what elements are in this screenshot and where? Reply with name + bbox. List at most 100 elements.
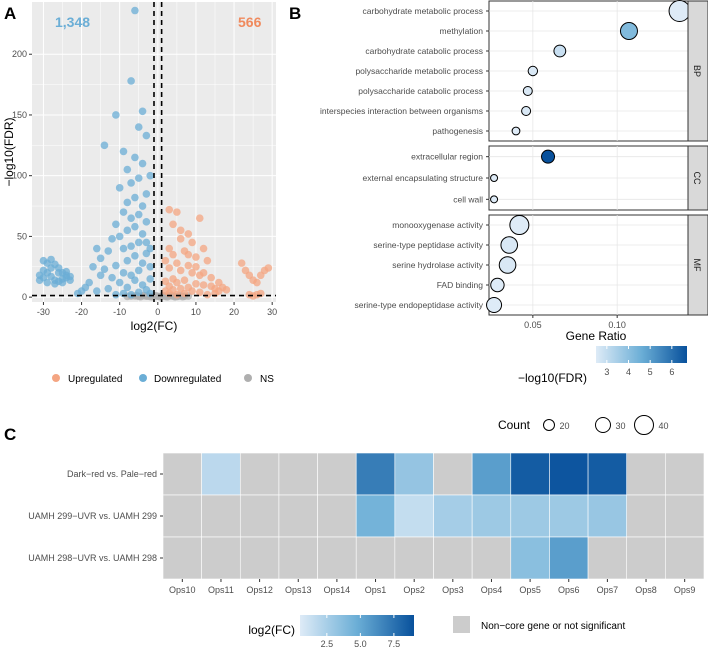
volcano-point-upregulated xyxy=(184,230,193,238)
panel-label-b: B xyxy=(289,4,301,23)
volcano-point-upregulated xyxy=(169,220,177,229)
heatmap-column-label: Ops1 xyxy=(365,585,387,595)
volcano-point-upregulated xyxy=(192,262,200,271)
heatmap-cell xyxy=(433,452,473,496)
volcano-point-downregulated xyxy=(119,208,128,216)
volcano-point-upregulated xyxy=(173,278,181,287)
volcano-point-downregulated xyxy=(134,288,143,297)
go-term-label: cell wall xyxy=(453,194,483,204)
facet-strip xyxy=(687,145,708,211)
heatmap-cell xyxy=(471,536,512,580)
volcano-x-axis-title: log2(FC) xyxy=(131,319,178,333)
go-color-tick-label: 4 xyxy=(626,367,631,377)
heatmap-cell xyxy=(239,452,280,496)
volcano-x-tick-label: -30 xyxy=(37,307,50,317)
facet-strip xyxy=(687,0,708,142)
go-term-dot xyxy=(619,22,638,40)
volcano-point-downregulated xyxy=(134,238,143,247)
volcano-point-downregulated xyxy=(112,261,120,270)
heatmap-cell xyxy=(510,452,550,496)
heatmap-column-label: Ops5 xyxy=(519,585,541,595)
heatmap-color-legend-ticks: 2.5 5.0 7.5 xyxy=(321,615,401,649)
volcano-point-downregulated xyxy=(58,278,67,287)
volcano-point-downregulated xyxy=(115,232,124,241)
heatmap-cell xyxy=(587,536,628,580)
heatmap-cell xyxy=(394,452,434,496)
volcano-point-downregulated xyxy=(146,244,154,253)
volcano-point-upregulated xyxy=(173,208,181,216)
volcano-x-tick-label: 30 xyxy=(267,307,277,317)
go-color-legend: −log10(FDR) 3 4 5 6 xyxy=(518,346,687,385)
legend-label-ns: NS xyxy=(260,374,274,385)
go-color-tick-label: 5 xyxy=(648,367,653,377)
volcano-point-downregulated xyxy=(134,210,143,219)
volcano-x-tick-label: -10 xyxy=(113,307,126,317)
heatmap-cell xyxy=(587,452,628,496)
go-term-label: serine-type endopeptidase activity xyxy=(354,300,483,310)
volcano-y-axis-title: −log10(FDR) xyxy=(2,117,16,186)
size-legend-circle xyxy=(634,415,654,435)
volcano-point-upregulated xyxy=(173,259,181,267)
volcano-point-downregulated xyxy=(96,271,105,280)
heatmap-na-legend-label: Non−core gene or not significant xyxy=(481,621,625,632)
volcano-point-upregulated xyxy=(180,276,189,284)
heatmap-cell xyxy=(278,536,318,580)
volcano-y-tick-label: 100 xyxy=(12,171,27,181)
go-term-dot xyxy=(498,256,517,274)
volcano-point-downregulated xyxy=(96,254,105,263)
volcano-point-downregulated xyxy=(131,252,139,260)
volcano-point-upregulated xyxy=(176,226,185,235)
facet-strip-label: MF xyxy=(692,259,702,272)
heatmap-na-legend: Non−core gene or not significant xyxy=(453,616,625,633)
volcano-point-downregulated xyxy=(108,273,116,282)
heatmap-cell xyxy=(239,494,280,538)
volcano-axis-ticks: -30 -20 -10 0 10 20 30 0 50 100 150 200 xyxy=(12,49,277,317)
go-color-tick-label: 6 xyxy=(669,367,674,377)
volcano-point-downregulated xyxy=(119,147,128,156)
volcano-point-upregulated xyxy=(203,290,212,299)
volcano-point-upregulated xyxy=(184,250,193,259)
volcano-point-downregulated xyxy=(47,264,55,272)
volcano-point-downregulated xyxy=(115,184,124,192)
heatmap-column-label: Ops2 xyxy=(403,585,425,595)
heatmap-cells xyxy=(162,452,705,580)
facet-bp: carbohydrate metabolic process methylatio… xyxy=(320,0,708,142)
heatmap-cell xyxy=(201,452,241,496)
volcano-point-downregulated xyxy=(138,107,147,116)
legend-label-downregulated: Downregulated xyxy=(154,374,221,385)
volcano-threshold-lines xyxy=(32,2,276,302)
volcano-point-downregulated xyxy=(51,279,59,288)
heatmap-row-label: UAMH 298−UVR vs. UAMH 298 xyxy=(28,553,157,563)
volcano-point-downregulated xyxy=(123,226,132,235)
go-term-dot xyxy=(490,277,505,293)
heatmap-column-label: Ops13 xyxy=(285,585,312,595)
heatmap-na-legend-key xyxy=(453,616,470,633)
heatmap-cell xyxy=(510,536,550,580)
heatmap-column-label: Ops4 xyxy=(481,585,503,595)
heatmap-cell xyxy=(162,452,202,496)
volcano-point-downregulated xyxy=(66,272,74,281)
volcano-point-upregulated xyxy=(161,256,170,265)
volcano-point-downregulated xyxy=(115,278,124,287)
heatmap-column-label: Ops10 xyxy=(169,585,196,595)
volcano-point-downregulated xyxy=(119,269,128,277)
heatmap-color-tick-label: 7.5 xyxy=(388,639,401,649)
heatmap-cell xyxy=(665,536,705,580)
go-term-dot xyxy=(500,236,519,254)
go-term-label: carbohydrate metabolic process xyxy=(363,6,483,16)
go-term-label: external encapsulating structure xyxy=(363,173,484,183)
legend-label-upregulated: Upregulated xyxy=(68,374,122,385)
heatmap-column-label: Ops9 xyxy=(674,585,696,595)
volcano-point-downregulated xyxy=(123,165,132,174)
volcano-x-tick-label: 20 xyxy=(229,307,239,317)
heatmap-cell xyxy=(626,452,666,496)
volcano-point-upregulated xyxy=(203,256,212,265)
heatmap-cell xyxy=(239,536,280,580)
heatmap-cell xyxy=(549,494,589,538)
volcano-point-downregulated xyxy=(123,283,132,292)
volcano-point-downregulated xyxy=(39,266,48,275)
volcano-point-downregulated xyxy=(123,198,132,207)
go-term-dot xyxy=(490,174,499,182)
volcano-point-upregulated xyxy=(264,264,273,272)
downregulated-count: 1,348 xyxy=(55,14,90,30)
